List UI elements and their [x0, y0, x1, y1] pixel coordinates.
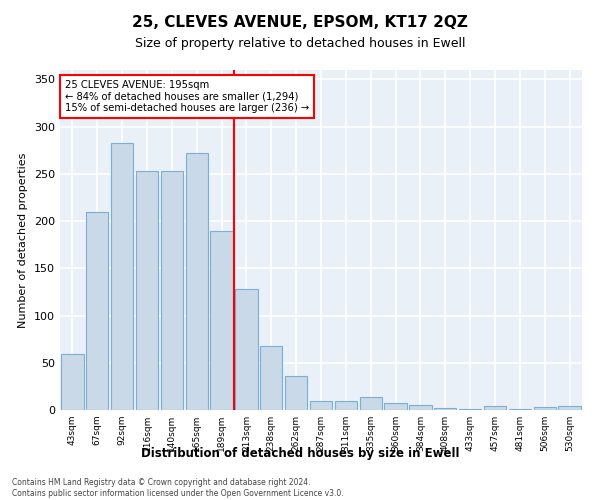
Bar: [161, 171, 183, 410]
Bar: [509, 409, 531, 410]
Text: Distribution of detached houses by size in Ewell: Distribution of detached houses by size …: [141, 448, 459, 460]
Text: Contains HM Land Registry data © Crown copyright and database right 2024.
Contai: Contains HM Land Registry data © Crown c…: [12, 478, 344, 498]
Bar: [409, 406, 431, 410]
Bar: [559, 406, 581, 410]
Text: Size of property relative to detached houses in Ewell: Size of property relative to detached ho…: [135, 38, 465, 51]
Text: 25, CLEVES AVENUE, EPSOM, KT17 2QZ: 25, CLEVES AVENUE, EPSOM, KT17 2QZ: [132, 15, 468, 30]
Bar: [260, 346, 283, 410]
Bar: [235, 289, 257, 410]
Bar: [434, 408, 457, 410]
Y-axis label: Number of detached properties: Number of detached properties: [19, 152, 28, 328]
Bar: [335, 400, 357, 410]
Bar: [185, 153, 208, 410]
Bar: [385, 404, 407, 410]
Bar: [61, 354, 83, 410]
Bar: [285, 376, 307, 410]
Bar: [310, 400, 332, 410]
Bar: [359, 397, 382, 410]
Bar: [86, 212, 109, 410]
Bar: [211, 232, 233, 410]
Bar: [136, 171, 158, 410]
Bar: [484, 406, 506, 410]
Bar: [459, 409, 481, 410]
Bar: [533, 407, 556, 410]
Text: 25 CLEVES AVENUE: 195sqm
← 84% of detached houses are smaller (1,294)
15% of sem: 25 CLEVES AVENUE: 195sqm ← 84% of detach…: [65, 80, 310, 114]
Bar: [111, 142, 133, 410]
